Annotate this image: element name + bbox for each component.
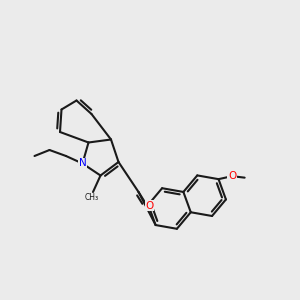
Text: CH₃: CH₃ [84, 193, 99, 202]
Text: O: O [146, 200, 154, 211]
Text: O: O [228, 171, 236, 181]
Text: N: N [79, 158, 86, 169]
